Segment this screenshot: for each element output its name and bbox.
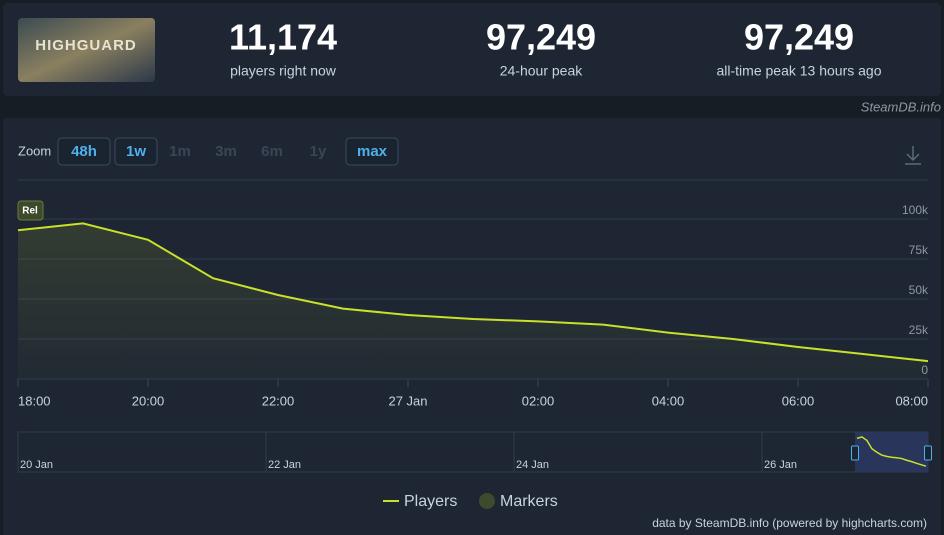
stat-value: 11,174 (229, 17, 337, 58)
zoom-button[interactable]: 6m (261, 143, 283, 160)
x-tick-label: 27 Jan (388, 393, 427, 408)
stat-value: 97,249 (486, 17, 596, 58)
navigator-label: 24 Jan (516, 459, 549, 471)
zoom-button[interactable]: max (357, 143, 388, 160)
navigator-line (856, 436, 927, 467)
navigator-label: 20 Jan (20, 459, 53, 471)
legend-marker (479, 493, 495, 509)
x-tick-label: 02:00 (522, 393, 555, 408)
navigator-window[interactable] (855, 432, 928, 472)
x-tick-label: 18:00 (18, 393, 51, 408)
marker-label: Rel (22, 206, 38, 217)
stat-label: players right now (230, 63, 337, 79)
zoom-button-frame[interactable] (345, 137, 399, 166)
header-panel (3, 3, 941, 96)
navigator-handle[interactable] (924, 445, 932, 461)
x-tick-label: 04:00 (652, 393, 685, 408)
x-tick-label: 08:00 (895, 393, 928, 408)
legend-label[interactable]: Markers (500, 493, 558, 510)
navigator-label: 26 Jan (764, 459, 797, 471)
zoom-button[interactable]: 48h (71, 143, 97, 160)
area-fill (18, 223, 928, 379)
download-icon[interactable] (905, 146, 921, 165)
y-tick-label: 50k (909, 283, 929, 297)
zoom-button-frame[interactable] (114, 137, 158, 166)
stat-value: 97,249 (744, 17, 854, 58)
marker-flag (17, 200, 44, 221)
x-tick-label: 20:00 (132, 393, 165, 408)
y-tick-label: 100k (902, 203, 929, 217)
game-image (18, 18, 155, 82)
game-logo: HIGHGUARD (35, 37, 137, 54)
stat-label: 24-hour peak (500, 63, 584, 79)
x-tick-label: 22:00 (262, 393, 295, 408)
zoom-button-frame[interactable] (57, 137, 111, 166)
zoom-button[interactable]: 1y (310, 143, 327, 160)
legend-label[interactable]: Players (404, 493, 457, 510)
credit: data by SteamDB.info (powered by highcha… (652, 516, 927, 530)
zoom-button[interactable]: 1w (126, 143, 146, 160)
navigator-label: 22 Jan (268, 459, 301, 471)
zoom-button[interactable]: 3m (215, 143, 237, 160)
players-line (17, 222, 929, 363)
zoom-label: Zoom (18, 143, 51, 158)
y-tick-label: 25k (909, 323, 929, 337)
source: SteamDB.info (861, 99, 941, 114)
y-tick-label: 75k (909, 243, 929, 257)
stat-label: all-time peak 13 hours ago (717, 63, 882, 79)
x-tick-label: 06:00 (782, 393, 815, 408)
navigator-handle[interactable] (851, 445, 859, 461)
zoom-button[interactable]: 1m (169, 143, 191, 160)
